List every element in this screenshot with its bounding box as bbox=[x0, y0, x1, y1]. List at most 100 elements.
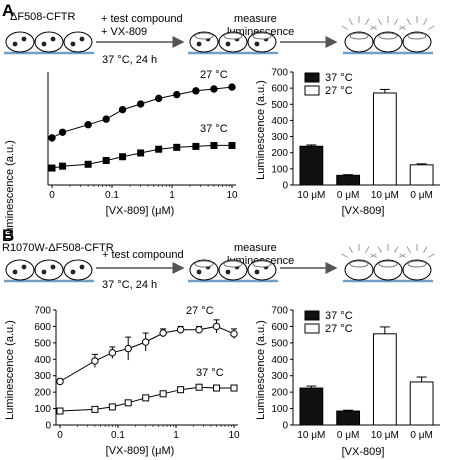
data-point bbox=[118, 105, 127, 114]
data-point bbox=[84, 121, 92, 129]
panel-b-letter: B bbox=[2, 226, 14, 245]
chart-a-line-xlabel: [VX-809] (μM) bbox=[106, 205, 175, 217]
data-point bbox=[230, 384, 238, 392]
x-tick-label: 1 bbox=[173, 430, 179, 441]
chart-a-line-legend-37: 37 °C bbox=[200, 123, 228, 135]
x-tick-label: 1 bbox=[169, 190, 175, 201]
data-point bbox=[155, 145, 163, 153]
data-point bbox=[210, 141, 218, 149]
data-point bbox=[124, 399, 132, 407]
data-point bbox=[159, 390, 167, 398]
x-tick-label: 10 μM bbox=[297, 190, 325, 201]
data-point bbox=[124, 344, 132, 353]
bar bbox=[409, 381, 434, 426]
y-tick-label: 700 bbox=[271, 68, 288, 79]
bar bbox=[336, 174, 361, 186]
y-tick-label: 300 bbox=[34, 371, 51, 382]
nucleus-dot bbox=[225, 269, 231, 275]
x-tick-label: 10 bbox=[228, 430, 240, 441]
chart-b-bar-ylabel: Luminescence (a.u.) bbox=[255, 320, 267, 420]
chart-a-line-ylabel: Luminescence (a.u.) bbox=[4, 140, 16, 240]
luminescence-ray bbox=[399, 25, 406, 30]
panel-b-step1-line1: + test compound bbox=[102, 249, 184, 261]
y-tick-label: 200 bbox=[271, 388, 288, 399]
y-tick-label: 600 bbox=[34, 322, 51, 333]
luminescence-ray bbox=[365, 18, 370, 25]
data-point bbox=[228, 141, 236, 149]
panel-b-cells-luminescent bbox=[341, 244, 435, 283]
bar bbox=[336, 410, 361, 426]
series-line bbox=[59, 325, 235, 382]
y-tick-label: 0 bbox=[282, 181, 288, 192]
data-point bbox=[212, 322, 221, 331]
data-point bbox=[108, 349, 117, 357]
data-point bbox=[173, 90, 181, 99]
series-line bbox=[51, 144, 232, 169]
luminescence-ray bbox=[370, 25, 377, 30]
surface-protein bbox=[407, 32, 427, 40]
legend-swatch bbox=[304, 85, 320, 96]
nucleus-dot bbox=[50, 264, 56, 270]
panel-a-step1-line2: + VX-809 bbox=[101, 26, 147, 38]
luminescence-ray bbox=[428, 25, 435, 30]
bar bbox=[372, 333, 397, 426]
nucleus-dot bbox=[50, 36, 56, 42]
data-point bbox=[91, 357, 99, 365]
chart-b-bar-axes: 0 100 200 300 400 500 600 700 10 μM 0 μM 10 μM 0 μM bbox=[271, 306, 440, 441]
chart-b-line-xlabel: [VX-809] (μM) bbox=[106, 445, 175, 457]
panel-a-step1-line1: + test compound bbox=[101, 13, 183, 25]
panel-b-condition: 37 °C, 24 h bbox=[102, 279, 157, 291]
y-tick-label: 200 bbox=[271, 148, 288, 159]
chart-b-line-plot bbox=[56, 319, 238, 415]
panel-b-cells-treated bbox=[188, 259, 278, 283]
nucleus-dot bbox=[41, 269, 47, 275]
cell-shape bbox=[5, 259, 35, 281]
surface-protein bbox=[194, 32, 214, 40]
chart-a-line-legend-27: 27 °C bbox=[200, 69, 228, 81]
cell-shape bbox=[5, 31, 35, 53]
chart-a-bar-ylabel: Luminescence (a.u.) bbox=[255, 80, 267, 180]
x-tick-label: 0 bbox=[57, 430, 63, 441]
surface-protein bbox=[223, 260, 243, 268]
nucleus-dot bbox=[12, 41, 18, 47]
y-tick-label: 400 bbox=[34, 355, 51, 366]
panel-a-step2-line1: measure bbox=[234, 13, 277, 25]
nucleus-dot bbox=[12, 269, 18, 275]
data-point bbox=[91, 405, 99, 413]
data-point bbox=[230, 330, 238, 338]
x-tick-label: 10 bbox=[226, 190, 238, 201]
x-tick-label: 0 μM bbox=[337, 430, 359, 441]
data-point bbox=[176, 326, 185, 334]
chart-b-line-legend-37: 37 °C bbox=[196, 367, 224, 379]
y-tick-label: 500 bbox=[271, 100, 288, 111]
luminescence-ray bbox=[365, 246, 370, 253]
luminescence-ray bbox=[341, 253, 348, 258]
surface-protein bbox=[407, 260, 427, 268]
bar bbox=[409, 164, 434, 186]
nucleus-dot bbox=[79, 36, 85, 42]
x-tick-label: 10 μM bbox=[371, 190, 399, 201]
luminescence-ray bbox=[399, 253, 406, 258]
surface-protein bbox=[252, 32, 272, 40]
x-tick-label: 0 bbox=[49, 190, 55, 201]
luminescence-ray bbox=[370, 253, 377, 258]
data-point bbox=[177, 386, 185, 394]
data-point bbox=[154, 94, 163, 103]
panel-a-letter: A bbox=[2, 1, 14, 20]
nucleus-dot bbox=[21, 264, 27, 270]
panel-a-cells-before bbox=[4, 31, 94, 55]
luminescence-ray bbox=[406, 18, 411, 25]
chart-b-bar-xlabel: [VX-809] bbox=[342, 446, 385, 458]
legend-label: 27 °C bbox=[325, 85, 353, 97]
data-point bbox=[56, 377, 64, 386]
data-point bbox=[195, 326, 203, 334]
chart-a-bar: 0 100 200 300 400 500 600 700 10 μM 0 μM 10 μM 0 μM… bbox=[255, 68, 440, 217]
luminescence-ray bbox=[423, 18, 428, 25]
panel-b-cells-before bbox=[4, 259, 94, 283]
y-tick-label: 300 bbox=[271, 371, 288, 382]
y-tick-label: 300 bbox=[271, 132, 288, 143]
x-tick-label: 0.1 bbox=[105, 190, 119, 201]
nucleus-dot bbox=[70, 269, 76, 275]
